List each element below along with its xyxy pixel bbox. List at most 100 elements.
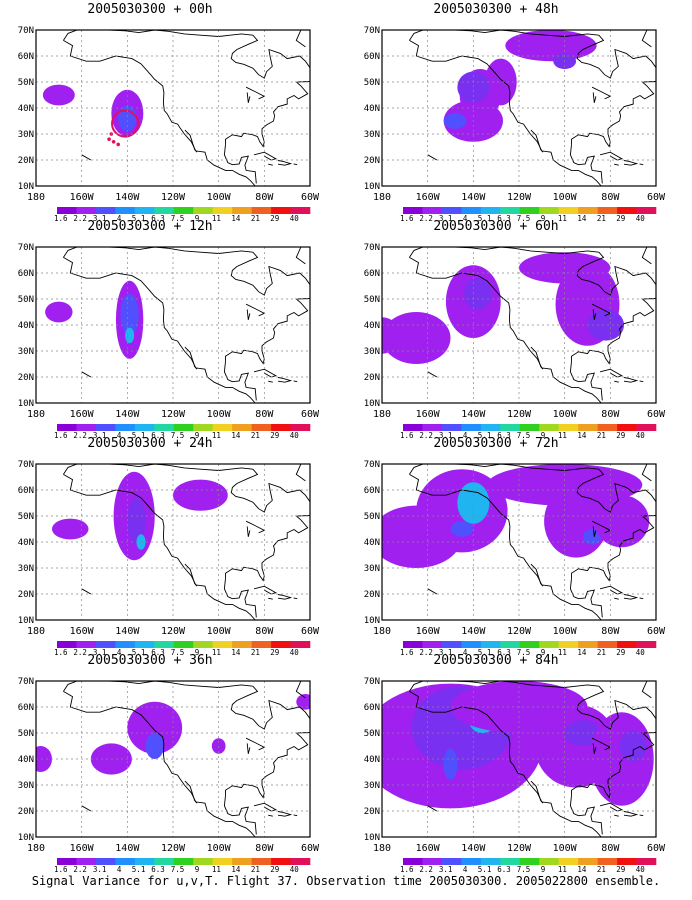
lon-tick-label: 160W — [416, 192, 441, 203]
colorbar-swatch — [251, 858, 272, 865]
colorbar-swatch — [500, 858, 521, 865]
lon-tick-label: 160W — [70, 626, 95, 637]
lon-tick-label: 140W — [461, 626, 486, 637]
colorbar-label: 4 — [463, 865, 468, 874]
panel-title: 2005030300 + 36h — [87, 653, 213, 668]
colorbar-swatch — [636, 641, 657, 648]
lat-tick-label: 40N — [18, 755, 34, 765]
colorbar-label: 40 — [636, 214, 646, 223]
colorbar-label: 1.6 — [400, 431, 414, 440]
colorbar-swatch — [558, 858, 579, 865]
colorbar-label: 40 — [290, 865, 300, 874]
colorbar-label: 3.1 — [439, 648, 453, 657]
colorbar-swatch — [57, 858, 77, 865]
coastline — [409, 30, 656, 186]
colorbar-swatch — [115, 858, 136, 865]
colorbar-swatch — [95, 858, 116, 865]
lat-tick-label: 30N — [18, 781, 34, 791]
colorbar-label: 6.3 — [497, 214, 511, 223]
graticule — [36, 681, 310, 837]
variance-contour — [505, 30, 597, 62]
colorbar-label: 2.2 — [419, 648, 433, 657]
colorbar-label: 7.5 — [517, 431, 531, 440]
colorbar-swatch — [212, 858, 233, 865]
colorbar-label: 2.2 — [73, 431, 87, 440]
colorbar-label: 1.6 — [54, 865, 68, 874]
coastline — [63, 30, 310, 186]
lat-tick-label: 20N — [18, 156, 34, 166]
colorbar-label: 5.1 — [132, 648, 146, 657]
colorbar-label: 5.1 — [478, 214, 492, 223]
colorbar-label: 21 — [251, 865, 260, 874]
colorbar-label: 40 — [290, 648, 300, 657]
colorbar-swatch — [597, 858, 618, 865]
colorbar-label: 2.2 — [73, 865, 87, 874]
lon-tick-label: 120W — [507, 192, 532, 203]
colorbar-swatch — [232, 858, 252, 865]
colorbar-label: 21 — [597, 214, 606, 223]
colorbar-label: 14 — [231, 431, 241, 440]
lat-tick-label: 60N — [18, 486, 34, 496]
colorbar-swatch — [290, 207, 311, 214]
colorbar-label: 2.2 — [419, 214, 433, 223]
colorbar-label: 2.2 — [419, 431, 433, 440]
lon-tick-label: 140W — [461, 843, 486, 854]
colorbar-label: 9 — [195, 865, 200, 874]
signal-variance-shading — [51, 471, 228, 561]
lon-tick-label: 80W — [255, 409, 274, 420]
lon-tick-label: 180 — [27, 192, 45, 203]
colorbar-label: 29 — [270, 865, 279, 874]
signal-variance-shading — [382, 252, 625, 364]
colorbar-label: 29 — [616, 214, 625, 223]
colorbar-label: 9 — [541, 648, 546, 657]
lon-tick-label: 80W — [601, 843, 620, 854]
colorbar-label: 29 — [616, 648, 625, 657]
colorbar-label: 7.5 — [517, 648, 531, 657]
colorbar-label: 11 — [212, 214, 221, 223]
lat-tick-label: 10N — [18, 182, 34, 192]
lat-tick-label: 70N — [364, 460, 380, 470]
colorbar-swatch — [617, 641, 637, 648]
colorbar-swatch — [558, 424, 579, 431]
lon-tick-label: 80W — [255, 843, 274, 854]
lat-tick-label: 50N — [18, 512, 34, 522]
lat-tick-label: 50N — [364, 729, 380, 739]
variance-contour — [173, 479, 228, 511]
colorbar-swatch — [232, 424, 252, 431]
lon-tick-label: 80W — [601, 409, 620, 420]
lat-tick-label: 40N — [364, 755, 380, 765]
colorbar-label: 21 — [251, 431, 260, 440]
variance-contour — [464, 278, 492, 310]
colorbar-swatch — [636, 207, 657, 214]
colorbar-label: 11 — [558, 648, 567, 657]
colorbar-label: 4 — [463, 648, 468, 657]
lon-tick-label: 140W — [115, 626, 140, 637]
colorbar-label: 2.2 — [419, 865, 433, 874]
variance-contour — [587, 309, 625, 341]
colorbar-swatch — [271, 424, 291, 431]
colorbar-label: 4 — [463, 214, 468, 223]
map-panel: 2005030300 + 36h 10N 20N 30N 40N 50N 60N 70N 180… — [0, 651, 320, 874]
colorbar-swatch — [461, 424, 482, 431]
variance-contour — [118, 105, 137, 132]
variance-contour — [594, 495, 650, 548]
colorbar-swatch — [636, 424, 657, 431]
colorbar-swatch — [461, 641, 482, 648]
colorbar-label: 6.3 — [151, 214, 165, 223]
colorbar: 1.6 2.2 3.1 4 5.1 6.3 7.5 9 11 14 21 29 40 — [54, 424, 311, 440]
colorbar-swatch — [76, 858, 97, 865]
map-panel: 2005030300 + 72h 10N 20N 30N 40N 50N 60N 70N 180… — [346, 434, 666, 657]
colorbar-swatch — [76, 207, 97, 214]
lat-tick-label: 40N — [18, 321, 34, 331]
colorbar: 1.6 2.2 3.1 4 5.1 6.3 7.5 9 11 14 21 29 40 — [400, 207, 657, 223]
colorbar-label: 29 — [270, 648, 279, 657]
colorbar-swatch — [539, 641, 559, 648]
plot-frame — [381, 246, 657, 404]
colorbar-label: 4 — [117, 865, 122, 874]
lon-tick-label: 140W — [115, 409, 140, 420]
colorbar-swatch — [422, 641, 443, 648]
variance-contour — [45, 301, 73, 323]
observation-ring — [111, 109, 140, 138]
colorbar-label: 14 — [577, 214, 587, 223]
lon-tick-label: 120W — [507, 626, 532, 637]
